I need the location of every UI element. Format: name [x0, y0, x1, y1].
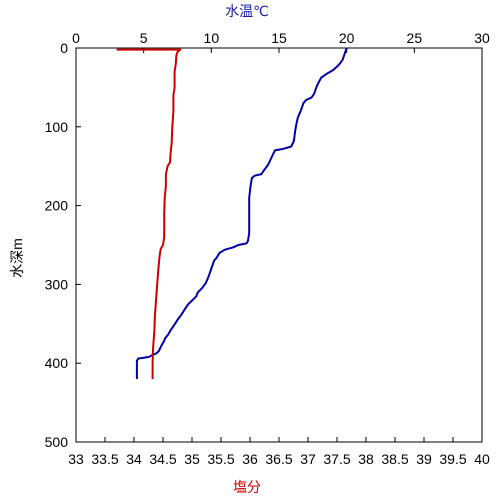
bottom-tick-label: 33.5	[91, 451, 118, 467]
bottom-tick-label: 34.5	[149, 451, 176, 467]
bottom-tick-label: 37.5	[323, 451, 350, 467]
top-tick-label: 25	[407, 30, 423, 46]
y-tick-label: 0	[60, 40, 68, 56]
bottom-tick-label: 39	[416, 451, 432, 467]
bottom-tick-label: 38.5	[381, 451, 408, 467]
top-tick-label: 15	[271, 30, 287, 46]
top-tick-label: 20	[339, 30, 355, 46]
top-axis-title: 水温℃	[225, 3, 269, 19]
bottom-tick-label: 39.5	[439, 451, 466, 467]
y-axis-title: 水深m	[9, 238, 25, 278]
top-tick-label: 5	[140, 30, 148, 46]
bottom-tick-label: 40	[474, 451, 490, 467]
y-tick-label: 500	[45, 434, 69, 450]
plot-area	[75, 47, 483, 443]
bottom-tick-label: 35	[184, 451, 200, 467]
bottom-tick-label: 38	[358, 451, 374, 467]
bottom-tick-label: 34	[126, 451, 142, 467]
bottom-tick-label: 35.5	[207, 451, 234, 467]
bottom-tick-label: 33	[68, 451, 84, 467]
y-tick-label: 400	[45, 355, 69, 371]
top-tick-label: 30	[474, 30, 490, 46]
temperature-profile-line	[135, 47, 348, 379]
bottom-tick-label: 36.5	[265, 451, 292, 467]
top-tick-label: 0	[72, 30, 80, 46]
axes-layer: 0 100 200 300 400 500 0 5 10 15 20 25 30 33 33.5 34 34.5…	[45, 30, 490, 467]
bottom-tick-label: 36	[242, 451, 258, 467]
y-tick-label: 300	[45, 276, 69, 292]
y-tick-label: 200	[45, 198, 69, 214]
y-tick-label: 100	[45, 119, 69, 135]
top-tick-label: 10	[204, 30, 220, 46]
series-layer	[116, 47, 348, 379]
bottom-axis-title: 塩分	[233, 479, 261, 495]
bottom-tick-label: 37	[300, 451, 316, 467]
salinity-profile-line	[116, 48, 182, 379]
